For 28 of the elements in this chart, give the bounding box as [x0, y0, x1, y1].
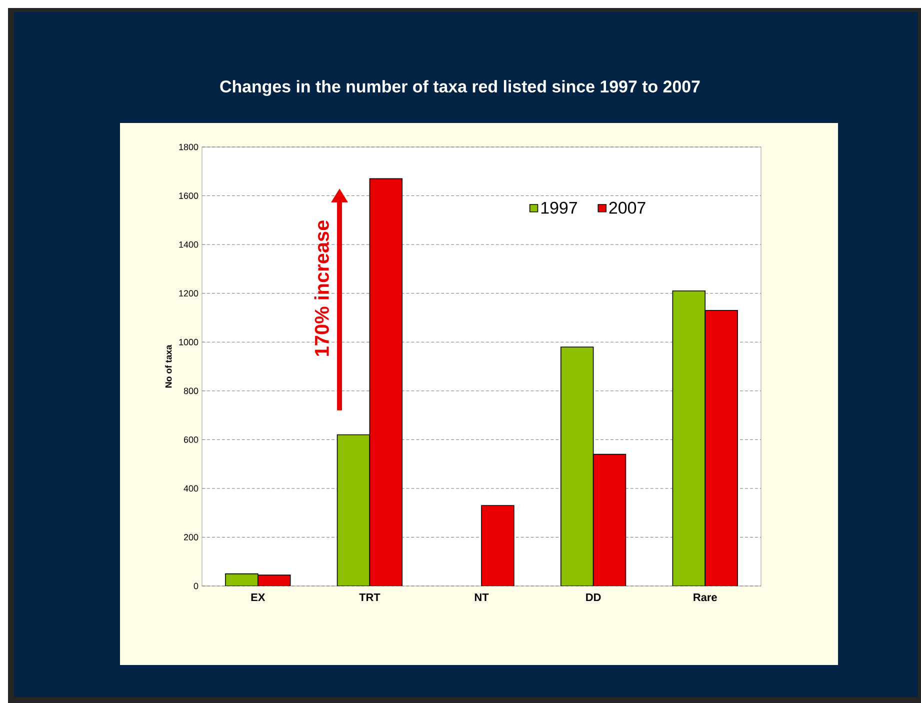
bar: [560, 346, 594, 586]
y-tick-label: 200: [184, 534, 198, 540]
y-tick-label: 1200: [179, 290, 198, 297]
bar: [592, 454, 626, 586]
y-tick-label: 0: [194, 582, 198, 590]
x-tick-label: EX: [251, 594, 266, 602]
y-tick-label: 1600: [179, 192, 198, 199]
chart-title: Changes in the number of taxa red listed since 1997 to 2007: [220, 80, 700, 96]
x-tick-label: Rare: [694, 594, 717, 602]
bar: [225, 574, 258, 586]
legend-label: 2007: [609, 202, 646, 214]
x-tick-label: TRT: [359, 594, 380, 602]
x-tick-label: NT: [474, 594, 489, 602]
y-tick-label: 1000: [179, 338, 198, 346]
y-tick-label: 1400: [179, 241, 198, 248]
y-axis-title: No of taxa: [165, 344, 172, 388]
bar: [704, 310, 738, 586]
y-tick-label: 800: [184, 388, 198, 394]
bar: [369, 178, 403, 586]
annotation: 170% increase: [314, 220, 329, 356]
legend-label: 1997: [541, 202, 577, 214]
y-tick-label: 600: [184, 436, 198, 443]
y-tick-label: 1800: [179, 144, 198, 150]
bar: [481, 505, 514, 586]
bar: [336, 434, 370, 586]
x-tick-label: DD: [586, 594, 601, 602]
y-tick-label: 400: [184, 485, 198, 492]
bar: [672, 290, 706, 586]
